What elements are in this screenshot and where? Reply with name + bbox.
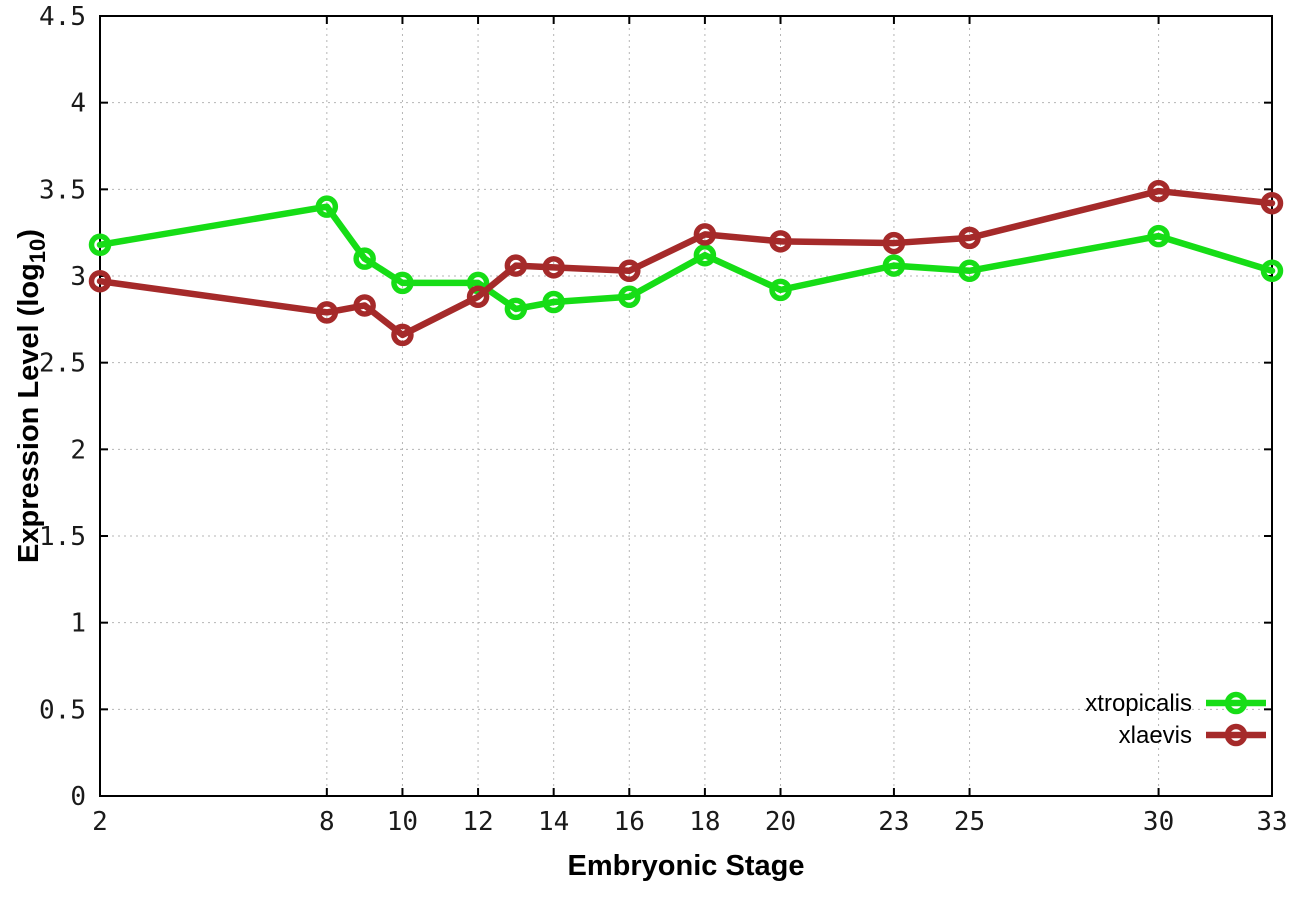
series-xlaevis xyxy=(88,179,1284,347)
y-tick-label: 1.5 xyxy=(39,522,86,552)
legend-sample-marker xyxy=(1224,691,1248,715)
series-marker-xtropicalis xyxy=(315,195,339,218)
series-marker-xlaevis xyxy=(466,285,490,309)
series-marker-xlaevis xyxy=(542,256,565,279)
legend-sample-marker xyxy=(1224,723,1248,747)
series-marker-xtropicalis xyxy=(693,243,717,267)
x-tick-label: 14 xyxy=(538,807,569,837)
tick-labels: 2 8 10 12 14 16 18 20 23 25 30 33 0 0.5 1 1.5 2 2.5 3 3.5 4 4… xyxy=(39,2,1288,837)
y-axis-title: Expression Level (log10) xyxy=(13,229,50,563)
legend-label-xtropicalis: xtropicalis xyxy=(1085,690,1192,717)
series-marker-xtropicalis xyxy=(466,271,490,295)
series-marker-xlaevis xyxy=(618,259,641,283)
plot-border xyxy=(99,15,1273,797)
series-marker-xlaevis xyxy=(882,231,906,255)
series-marker-xlaevis xyxy=(88,269,112,293)
x-tick-label: 12 xyxy=(462,807,493,837)
y-tick-label: 2 xyxy=(70,435,86,465)
series-marker-xlaevis xyxy=(1147,179,1170,203)
series-marker-xlaevis xyxy=(1260,191,1284,215)
x-tick-label: 25 xyxy=(954,807,985,837)
series-marker-xtropicalis xyxy=(958,259,981,283)
series-marker-xtropicalis xyxy=(88,233,112,257)
legend-entry-xtropicalis: xtropicalis xyxy=(1085,690,1266,717)
series-marker-xtropicalis xyxy=(882,254,906,277)
y-tick-label: 0 xyxy=(70,782,86,812)
series-marker-xlaevis xyxy=(504,254,528,277)
x-tick-label: 30 xyxy=(1143,807,1174,837)
y-tick-label: 4 xyxy=(70,89,86,119)
y-tick-label: 3 xyxy=(70,262,86,292)
series-marker-xtropicalis xyxy=(391,271,414,295)
series-marker-xtropicalis xyxy=(504,297,528,321)
y-tick-label: 1 xyxy=(70,609,86,639)
legend: xtropicalis xlaevis xyxy=(1085,690,1266,749)
x-tick-label: 16 xyxy=(614,807,645,837)
x-tick-label: 8 xyxy=(319,807,335,837)
series-marker-xlaevis xyxy=(958,226,981,250)
series-xtropicalis xyxy=(88,195,1284,321)
y-tick-label: 4.5 xyxy=(39,2,86,32)
x-tick-label: 2 xyxy=(92,807,108,837)
series-marker-xtropicalis xyxy=(542,290,565,314)
x-tick-label: 18 xyxy=(689,807,720,837)
series-marker-xtropicalis xyxy=(1147,224,1170,248)
x-tick-label: 20 xyxy=(765,807,796,837)
y-tick-label: 0.5 xyxy=(39,695,86,725)
series-marker-xlaevis xyxy=(391,323,414,347)
series-marker-xlaevis xyxy=(769,230,792,253)
x-tick-label: 33 xyxy=(1256,807,1287,837)
series-marker-xlaevis xyxy=(693,223,717,246)
series-marker-xtropicalis xyxy=(353,247,376,270)
legend-entry-xlaevis: xlaevis xyxy=(1119,722,1266,749)
y-tick-label: 3.5 xyxy=(39,175,86,205)
gridlines xyxy=(99,15,1273,797)
series-line-xtropicalis xyxy=(96,203,1276,313)
y-tick-label: 2.5 xyxy=(39,349,86,379)
series-marker-xlaevis xyxy=(315,301,339,324)
series-marker-xtropicalis xyxy=(769,278,792,302)
series-marker-xtropicalis xyxy=(1260,259,1284,283)
x-tick-label: 23 xyxy=(878,807,909,837)
x-tick-label: 10 xyxy=(387,807,418,837)
legend-label-xlaevis: xlaevis xyxy=(1119,722,1192,749)
series-marker-xtropicalis xyxy=(618,285,641,309)
tick-marks xyxy=(99,15,1273,797)
x-axis-title: Embryonic Stage xyxy=(568,850,805,882)
series-marker-xlaevis xyxy=(353,294,376,317)
